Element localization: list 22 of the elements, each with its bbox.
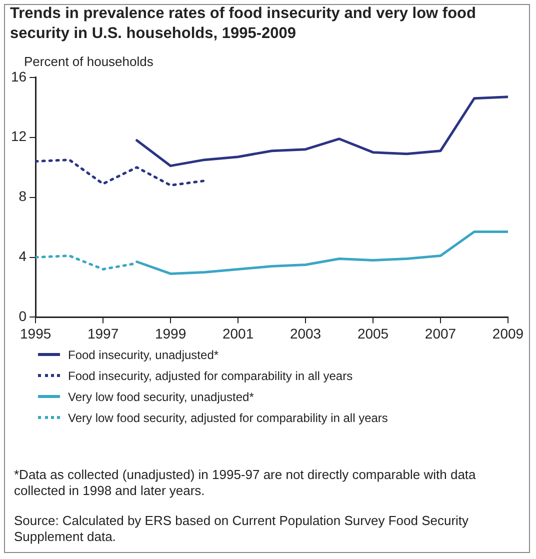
y-axis-title: Percent of households (24, 54, 154, 69)
x-tick-label: 2003 (290, 325, 322, 342)
y-tick-label: 12 (10, 128, 27, 144)
chart-title: Trends in prevalence rates of food insecurity and very low food security in U.S. households, 1995-2009 (10, 4, 477, 44)
y-tick-label: 16 (10, 68, 27, 84)
legend-label: Very low food security, adjusted for comparability in all years (68, 410, 388, 424)
x-tick-label: 1999 (154, 325, 186, 342)
source-note: Source: Calculated by ERS based on Current Population Survey Food Security Supplement data. (14, 513, 470, 545)
x-tick-label: 1995 (20, 325, 52, 342)
x-tick-label: 2005 (357, 325, 389, 342)
legend-label: Food insecurity, adjusted for comparability in all years (68, 368, 353, 382)
legend-label: Very low food security, unadjusted* (68, 390, 254, 404)
x-tick-label: 1997 (87, 325, 119, 342)
y-tick-label: 4 (18, 248, 27, 264)
x-tick-label: 2009 (492, 325, 524, 342)
x-tick-label: 2001 (222, 325, 254, 342)
y-tick-label: 8 (18, 188, 27, 204)
x-tick-label: 2007 (424, 325, 456, 342)
legend-label: Food insecurity, unadjusted* (68, 348, 219, 362)
line-series (36, 158, 206, 187)
text: *Data as collected (unadjusted) in 1995-97 are not directly comparable with data collected in 1998 and later years. (14, 467, 477, 499)
y-tick-label: 0 (18, 308, 27, 324)
